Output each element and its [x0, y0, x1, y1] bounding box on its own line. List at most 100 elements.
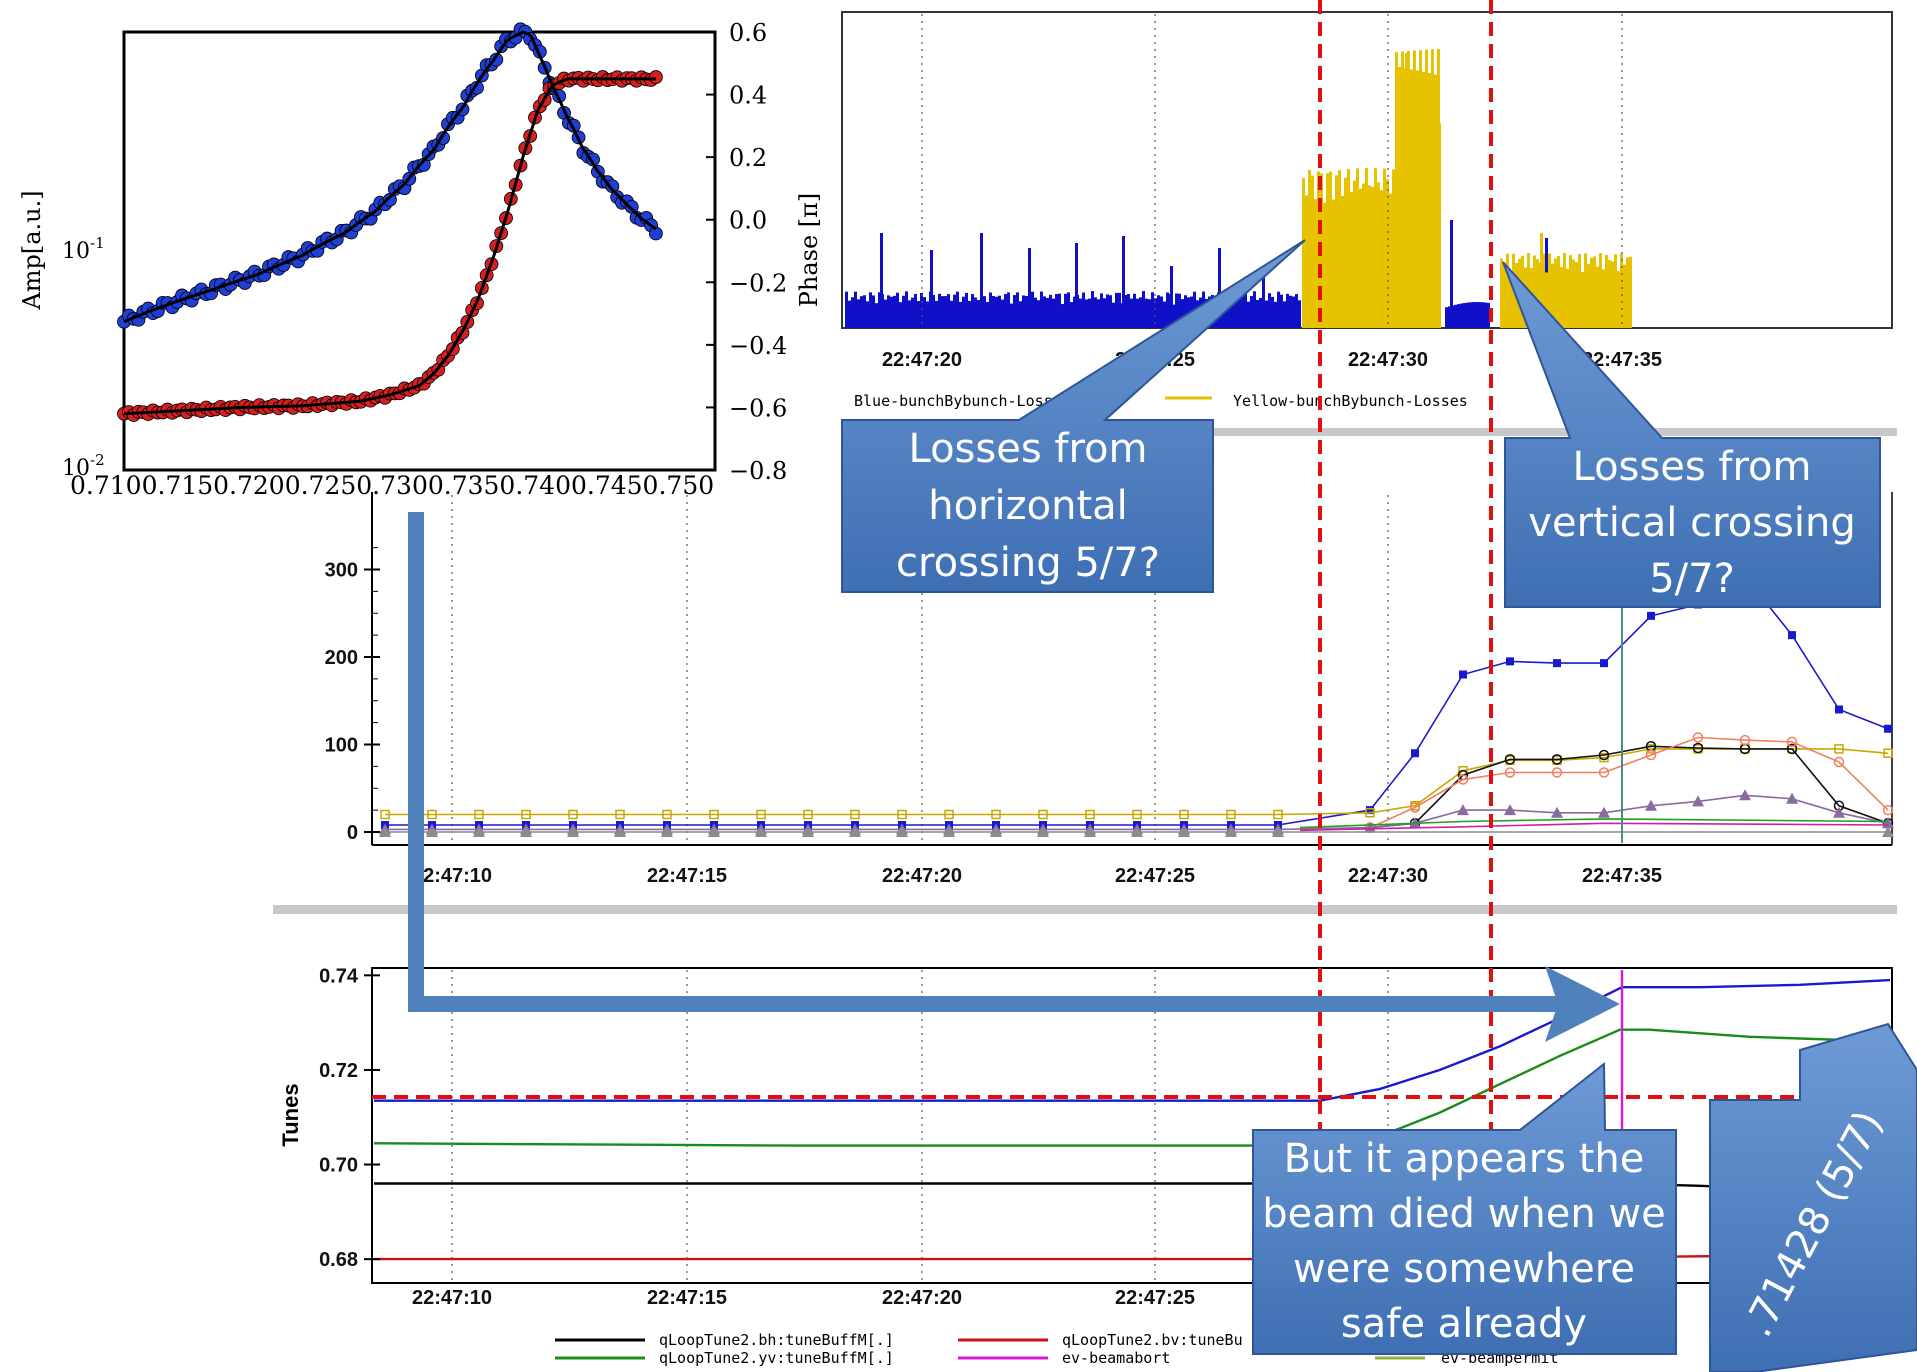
bpm-y2-tick-label: 0.0 — [729, 207, 767, 235]
blue-loss-bar — [1289, 295, 1292, 328]
yellow-loss-bar — [1435, 124, 1438, 329]
blue-loss-bar — [923, 297, 926, 328]
losses-x-tick-label: 22:47:30 — [1348, 349, 1428, 371]
purple-loss-monitor-marker — [1504, 804, 1516, 816]
blue-loss-bar — [899, 302, 902, 328]
blue-loss-bar — [884, 299, 887, 328]
phase-point — [649, 70, 663, 84]
blue-loss-bar — [1445, 307, 1448, 328]
blue-loss-bar — [1082, 292, 1085, 328]
blue-loss-bar — [1280, 294, 1283, 328]
blue-loss-bar — [1166, 292, 1169, 328]
blue-loss-bar — [959, 301, 962, 328]
blue-loss-bar — [938, 293, 941, 328]
blue-loss-bar — [1253, 291, 1256, 328]
blue-loss-bar — [1268, 293, 1271, 328]
blue-loss-bar — [1091, 291, 1094, 328]
blue-loss-bar — [1298, 300, 1301, 328]
blue-loss-bar — [1463, 303, 1466, 328]
yellow-loss-bar — [1350, 192, 1353, 328]
blue-loss-bar — [1232, 300, 1235, 328]
blue-loss-bar — [1457, 304, 1460, 328]
blue-loss-bar — [857, 299, 860, 328]
gray-loss-monitor-marker — [520, 826, 532, 837]
legend-bv: qLoopTune2.bv:tuneBu — [1062, 1331, 1243, 1349]
blue-loss-bar — [1469, 302, 1472, 328]
yellow-loss-bar — [1575, 262, 1578, 328]
loss-x-tick-label: 22:47:10 — [412, 865, 492, 887]
yellow-loss-bar — [1432, 129, 1435, 328]
bpm-ytick-1: 10-1 — [62, 234, 105, 264]
blue-loss-spike — [1218, 248, 1221, 328]
blue-loss-bar — [1049, 294, 1052, 328]
blue-loss-bar — [1109, 295, 1112, 328]
yellow-loss-bar — [1623, 264, 1626, 328]
yellow-loss-bar — [1335, 175, 1338, 328]
bunch-bars-group — [845, 48, 1632, 329]
yellow-loss-bar — [1362, 183, 1365, 328]
bpm-y2-tick-label: −0.2 — [729, 269, 787, 297]
yellow-loss-bar — [1551, 263, 1554, 328]
blue-loss-bar — [1235, 295, 1238, 328]
blue-loss-monitor-marker — [1459, 670, 1467, 679]
blue-loss-bar — [1094, 297, 1097, 328]
yellow-loss-bar — [1566, 268, 1569, 328]
yellow-loss-monitor-marker — [709, 809, 719, 820]
blue-loss-bar — [887, 295, 890, 328]
amplitude-fit-line — [123, 30, 657, 324]
yellow-loss-bar — [1420, 125, 1423, 328]
callout-vertical-l2: vertical crossing — [1528, 500, 1855, 546]
tunes-x-ticks: 22:47:10 22:47:15 22:47:20 22:47:25 — [412, 1287, 1195, 1309]
blue-loss-bar — [1139, 297, 1142, 328]
blue-loss-bar — [1088, 298, 1091, 328]
losses-x-tick-label: 22:47:35 — [1582, 349, 1662, 371]
blue-loss-bar — [1481, 302, 1484, 328]
loss-x-tick-label: 22:47:15 — [647, 865, 727, 887]
gray-loss-monitor-marker — [661, 826, 673, 837]
yellow-loss-monitor-marker — [756, 809, 766, 820]
blue-loss-bar — [1034, 297, 1037, 328]
blue-loss-bar — [974, 297, 977, 328]
gray-loss-monitor-marker — [567, 826, 579, 837]
blue-loss-bar — [1019, 301, 1022, 328]
blue-loss-monitor-marker — [1411, 749, 1419, 758]
blue-loss-bar — [1115, 292, 1118, 328]
yellow-loss-bar — [1302, 178, 1305, 328]
gray-loss-monitor-marker — [802, 826, 814, 837]
blue-loss-bar — [941, 296, 944, 328]
yellow-loss-bar — [1584, 253, 1587, 328]
blue-loss-bar — [968, 300, 971, 328]
salmon-loss-monitor-marker — [1739, 734, 1751, 746]
yellow-loss-bar — [1371, 186, 1374, 328]
gray-loss-monitor-marker — [896, 826, 908, 837]
blue-loss-bar — [1103, 298, 1106, 328]
gray-loss-monitor-marker — [1131, 826, 1143, 837]
blue-loss-bar — [932, 294, 935, 328]
blue-loss-bar — [1022, 295, 1025, 328]
blue-loss-bar — [893, 295, 896, 328]
tunes-x-tick-label: 22:47:25 — [1115, 1287, 1195, 1309]
blue-loss-spike — [1450, 220, 1453, 328]
purple-loss-monitor-marker — [1739, 789, 1751, 801]
blue-loss-bar — [1004, 294, 1007, 328]
blue-loss-bar — [1145, 298, 1148, 328]
yellow-loss-bar — [1611, 261, 1614, 328]
loss-y-tick-label: 300 — [325, 560, 358, 582]
blue-loss-bar — [1064, 293, 1067, 328]
purple-loss-monitor-marker — [1786, 792, 1798, 804]
blue-loss-bar — [1181, 299, 1184, 328]
black-loss-monitor-marker — [1551, 754, 1563, 765]
gray-loss-monitor-marker — [1084, 826, 1096, 837]
purple-loss-monitor-marker — [1833, 806, 1845, 818]
blue-loss-bar — [1061, 304, 1064, 328]
yellow-loss-bar — [1305, 195, 1308, 328]
tunes-y-tick-label: 0.74 — [319, 965, 359, 987]
callout-vertical-l3: 5/7? — [1649, 556, 1735, 602]
blue-loss-bar — [1238, 296, 1241, 328]
blue-loss-monitor-marker — [1647, 611, 1655, 620]
blue-loss-bar — [1124, 294, 1127, 328]
yellow-loss-bar — [1389, 193, 1392, 328]
yellow-loss-bar — [1578, 254, 1581, 328]
tunes-y-ticks: 0.74 0.72 0.70 0.68 — [319, 965, 380, 1271]
purple-loss-monitor-marker — [1645, 799, 1657, 811]
